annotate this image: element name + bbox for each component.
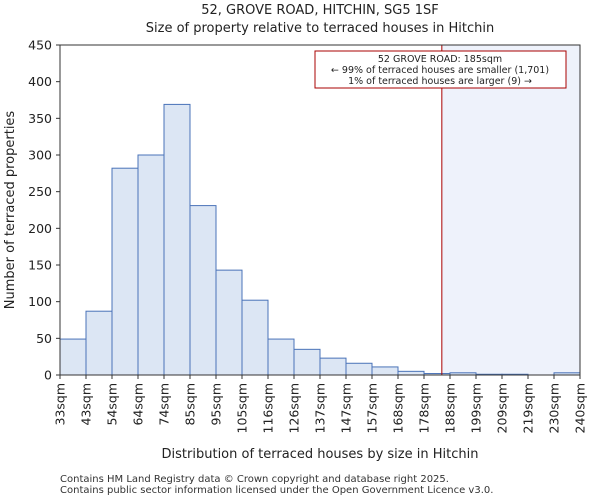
x-tick-label: 137sqm [313,383,328,433]
bar-105sqm [241,299,269,376]
y-tick-label: 50 [36,331,52,346]
x-tick-label: 33sqm [53,383,68,426]
bar-43sqm [85,310,113,376]
x-tick-label: 116sqm [261,383,276,433]
bar-168sqm [397,370,425,376]
x-tick-label: 219sqm [521,383,536,433]
x-tick-label: 188sqm [443,383,458,433]
y-tick-label: 250 [28,184,52,199]
y-tick-label: 150 [28,258,52,273]
chart: 52, GROVE ROAD, HITCHIN, SG5 1SF Size of… [3,3,588,462]
annotation-line-3: 1% of terraced houses are larger (9) → [348,76,532,87]
annotation-line-2: ← 99% of terraced houses are smaller (1,… [331,65,549,76]
x-tick-label: 209sqm [495,383,510,433]
y-tick-label: 450 [28,38,52,53]
bar-64sqm [137,154,165,376]
x-tick-label: 54sqm [105,383,120,426]
x-tick-label: 178sqm [417,383,432,433]
larger-region-shade [441,45,580,375]
footer-line-2: Contains public sector information licen… [60,485,494,496]
y-tick-label: 0 [44,368,52,383]
x-axis-label: Distribution of terraced houses by size … [162,447,479,462]
bar-116sqm [267,338,295,376]
annotation-box: 52 GROVE ROAD: 185sqm ← 99% of terraced … [314,50,567,89]
bar-54sqm [111,167,139,376]
x-tick-label: 168sqm [391,383,406,433]
x-tick-label: 74sqm [157,383,172,426]
x-tick-label: 95sqm [209,383,224,426]
bar-85sqm [189,205,217,376]
x-tick-label: 126sqm [287,383,302,433]
y-tick-label: 350 [28,111,52,126]
bar-126sqm [293,348,321,376]
x-tick-label: 43sqm [79,383,94,426]
y-axis-label: Number of terraced properties [3,111,18,310]
x-tick-label: 64sqm [131,383,146,426]
y-tick-label: 300 [28,148,52,163]
x-tick-label: 157sqm [365,383,380,433]
chart-subtitle: Size of property relative to terraced ho… [146,21,494,36]
bar-137sqm [319,357,347,376]
bar-147sqm [345,362,373,376]
x-tick-label: 230sqm [547,383,562,433]
bar-33sqm [59,338,87,376]
x-tick-label: 199sqm [469,383,484,433]
footer-line-1: Contains HM Land Registry data © Crown c… [60,474,449,485]
x-tick-label: 85sqm [183,383,198,426]
bar-157sqm [371,366,399,376]
annotation-line-1: 52 GROVE ROAD: 185sqm [378,54,502,65]
bar-95sqm [215,269,243,376]
x-tick-label: 240sqm [573,383,588,433]
y-tick-label: 200 [28,221,52,236]
y-tick-label: 400 [28,74,52,89]
bar-74sqm [163,103,191,376]
x-tick-label: 147sqm [339,383,354,433]
y-tick-label: 100 [28,294,52,309]
x-tick-label: 105sqm [235,383,250,433]
chart-title: 52, GROVE ROAD, HITCHIN, SG5 1SF [201,3,439,18]
